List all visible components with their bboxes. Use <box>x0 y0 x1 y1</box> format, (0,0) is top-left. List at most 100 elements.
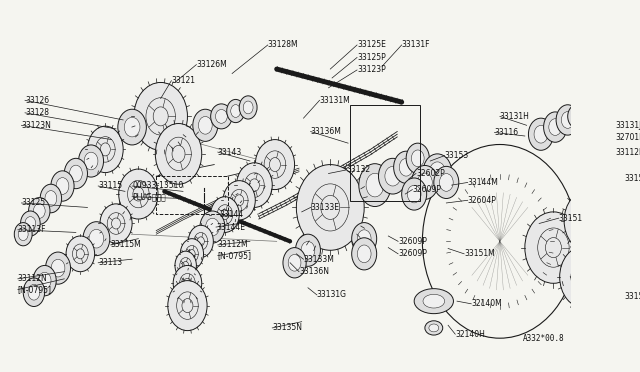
Ellipse shape <box>40 184 61 213</box>
Ellipse shape <box>564 190 614 252</box>
Ellipse shape <box>14 222 32 246</box>
Text: 33115: 33115 <box>98 182 122 190</box>
Text: 33112N: 33112N <box>18 274 47 283</box>
Text: 33113: 33113 <box>98 258 122 267</box>
Ellipse shape <box>525 212 582 283</box>
Ellipse shape <box>227 99 244 123</box>
Ellipse shape <box>584 107 594 119</box>
Text: 33136M: 33136M <box>310 127 342 136</box>
Ellipse shape <box>168 280 207 331</box>
Ellipse shape <box>414 289 454 314</box>
Ellipse shape <box>352 238 377 270</box>
Text: 33116: 33116 <box>495 128 518 137</box>
Text: 33132: 33132 <box>346 166 371 174</box>
Ellipse shape <box>296 164 364 250</box>
Text: 33131H: 33131H <box>500 112 530 121</box>
Ellipse shape <box>188 225 213 257</box>
Text: 33144M: 33144M <box>468 178 499 187</box>
Ellipse shape <box>580 102 598 124</box>
Text: 32140H: 32140H <box>455 330 485 339</box>
Text: 33131G: 33131G <box>317 291 347 299</box>
Ellipse shape <box>529 118 554 150</box>
Text: 33115M: 33115M <box>111 240 141 249</box>
Ellipse shape <box>20 211 40 236</box>
Ellipse shape <box>89 229 104 248</box>
Ellipse shape <box>237 163 272 208</box>
Ellipse shape <box>549 119 561 135</box>
Ellipse shape <box>29 198 50 224</box>
Text: 32604P: 32604P <box>468 196 497 205</box>
Text: 32140M: 32140M <box>471 299 502 308</box>
Bar <box>156 176 228 214</box>
Ellipse shape <box>33 266 56 296</box>
Ellipse shape <box>588 99 604 119</box>
Ellipse shape <box>200 211 225 243</box>
Ellipse shape <box>425 321 443 335</box>
Text: 33125E: 33125E <box>357 41 386 49</box>
Text: 32701M: 32701M <box>616 133 640 142</box>
Ellipse shape <box>573 109 584 123</box>
Ellipse shape <box>407 185 421 203</box>
Text: 33125: 33125 <box>21 198 45 208</box>
Ellipse shape <box>175 251 196 280</box>
Ellipse shape <box>402 178 427 210</box>
Ellipse shape <box>423 154 452 190</box>
Ellipse shape <box>412 166 438 199</box>
Ellipse shape <box>56 178 69 194</box>
Ellipse shape <box>352 222 377 255</box>
Text: PLUGプラグ: PLUGプラグ <box>132 192 166 201</box>
Text: 33153: 33153 <box>445 151 468 160</box>
Ellipse shape <box>406 143 429 173</box>
Text: 33144E: 33144E <box>216 222 245 231</box>
Ellipse shape <box>211 197 239 232</box>
Text: 32602P: 32602P <box>416 169 445 178</box>
Text: 33128M: 33128M <box>268 41 298 49</box>
Text: 32609P: 32609P <box>412 185 441 194</box>
Text: 33152: 33152 <box>625 292 640 301</box>
Ellipse shape <box>543 112 567 142</box>
Ellipse shape <box>288 254 301 271</box>
Text: 00933-13510: 00933-13510 <box>132 182 183 190</box>
Ellipse shape <box>255 140 294 190</box>
Text: 33126M: 33126M <box>196 60 227 69</box>
Ellipse shape <box>79 145 104 177</box>
Ellipse shape <box>399 158 413 176</box>
Ellipse shape <box>243 101 253 114</box>
Ellipse shape <box>45 252 70 284</box>
Ellipse shape <box>88 126 123 173</box>
Ellipse shape <box>239 96 257 119</box>
Ellipse shape <box>301 241 315 259</box>
Ellipse shape <box>211 104 232 129</box>
Text: 32609P: 32609P <box>398 249 427 258</box>
Ellipse shape <box>33 203 45 218</box>
Ellipse shape <box>205 218 220 236</box>
Text: 33112P: 33112P <box>616 148 640 157</box>
Ellipse shape <box>592 104 601 115</box>
Text: 33131M: 33131M <box>319 96 350 105</box>
Text: 33121: 33121 <box>172 76 195 85</box>
Ellipse shape <box>385 166 401 186</box>
Ellipse shape <box>423 294 445 308</box>
Ellipse shape <box>70 165 83 182</box>
Text: 33126: 33126 <box>25 96 49 105</box>
Ellipse shape <box>283 248 306 278</box>
Ellipse shape <box>422 144 577 338</box>
Ellipse shape <box>64 158 88 189</box>
Text: 33128: 33128 <box>25 108 49 117</box>
Ellipse shape <box>534 125 548 143</box>
Ellipse shape <box>429 324 439 332</box>
Ellipse shape <box>296 234 321 266</box>
Ellipse shape <box>366 173 384 197</box>
Ellipse shape <box>417 173 432 192</box>
Ellipse shape <box>83 222 110 256</box>
Text: 33125P: 33125P <box>357 53 386 62</box>
Text: 33151M: 33151M <box>464 249 495 258</box>
Ellipse shape <box>180 239 204 269</box>
Ellipse shape <box>100 204 132 243</box>
Ellipse shape <box>223 181 255 220</box>
Ellipse shape <box>118 169 158 219</box>
Text: 32609P: 32609P <box>398 237 427 246</box>
Ellipse shape <box>51 259 65 277</box>
Text: 33151: 33151 <box>559 214 583 222</box>
Text: [N-0795]: [N-0795] <box>218 251 252 260</box>
